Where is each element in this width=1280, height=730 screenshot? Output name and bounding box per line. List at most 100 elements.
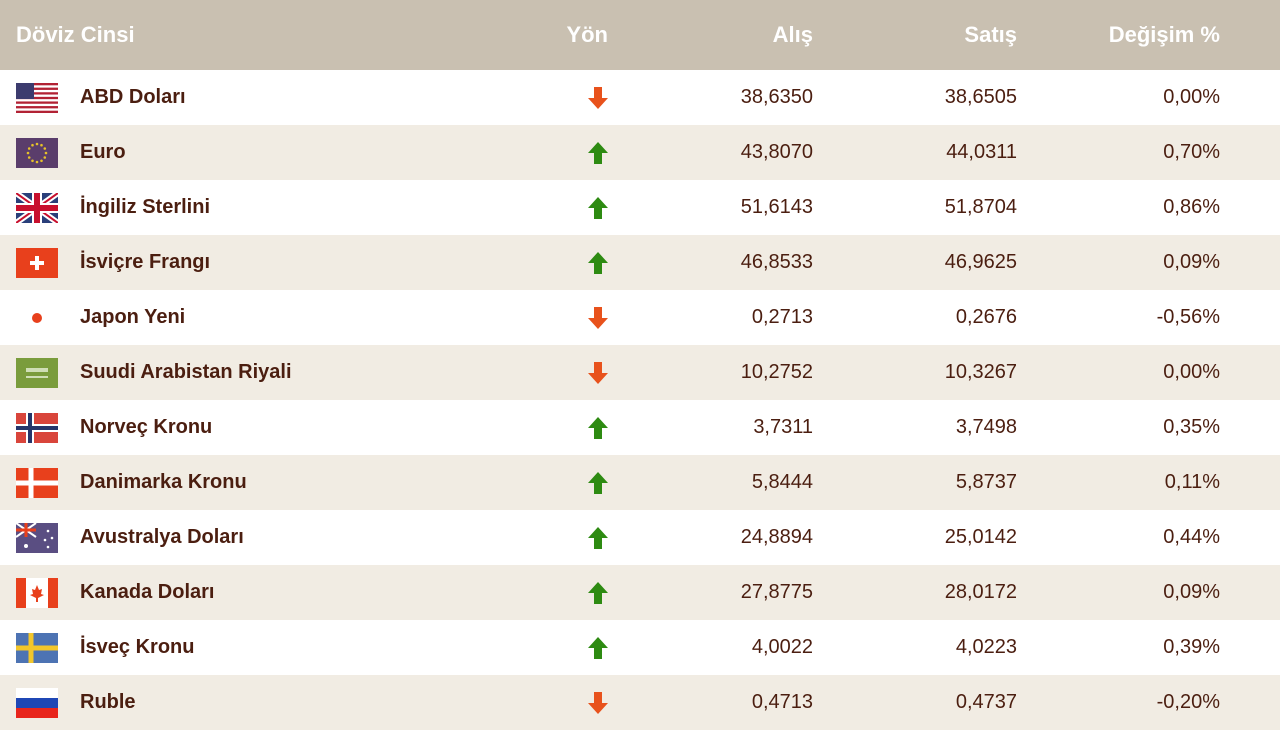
eu-flag-icon <box>16 137 58 168</box>
table-row[interactable]: İsviçre Frangı 46,8533 46,9625 0,09% <box>0 235 1280 290</box>
jp-flag-icon <box>16 302 58 333</box>
ru-flag-icon <box>16 687 58 718</box>
se-flag-icon <box>16 632 58 663</box>
arrow-up-icon <box>588 636 608 659</box>
buy-value: 0,4713 <box>751 691 813 713</box>
table-row[interactable]: ABD Doları 38,6350 38,6505 0,00% <box>0 70 1280 125</box>
ch-flag-icon <box>16 247 58 278</box>
sell-value: 10,3267 <box>944 361 1017 383</box>
sell-value: 46,9625 <box>944 251 1017 273</box>
table-row[interactable]: Euro 43,8070 44,0311 0,70% <box>0 125 1280 180</box>
table-row[interactable]: Norveç Kronu 3,7311 3,7498 0,35% <box>0 400 1280 455</box>
sell-value: 0,4737 <box>955 691 1017 713</box>
currency-cell: Ruble <box>0 687 560 718</box>
change-value: 0,00% <box>1163 86 1220 108</box>
header-direction[interactable]: Yön <box>566 22 608 47</box>
table-body: ABD Doları 38,6350 38,6505 0,00% Euro 43,8070… <box>0 70 1280 730</box>
change-value: 0,39% <box>1163 636 1220 658</box>
header-currency[interactable]: Döviz Cinsi <box>16 22 135 47</box>
currency-name[interactable]: Japon Yeni <box>80 306 186 328</box>
currency-cell: Japon Yeni <box>0 302 560 333</box>
currency-cell: Kanada Doları <box>0 577 560 608</box>
sell-value: 5,8737 <box>955 471 1017 493</box>
table-row[interactable]: Japon Yeni 0,2713 0,2676 -0,56% <box>0 290 1280 345</box>
change-value: 0,00% <box>1163 361 1220 383</box>
header-change[interactable]: Değişim % <box>1108 22 1220 47</box>
table-row[interactable]: Suudi Arabistan Riyali 10,2752 10,3267 0,00… <box>0 345 1280 400</box>
direction-cell <box>560 416 608 439</box>
change-value: -0,20% <box>1156 691 1220 713</box>
table-row[interactable]: Danimarka Kronu 5,8444 5,8737 0,11% <box>0 455 1280 510</box>
currency-cell: ABD Doları <box>0 82 560 113</box>
arrow-down-icon <box>588 691 608 714</box>
currency-cell: Euro <box>0 137 560 168</box>
arrow-down-icon <box>588 306 608 329</box>
buy-value: 24,8894 <box>740 526 813 548</box>
ca-flag-icon <box>16 577 58 608</box>
sa-flag-icon <box>16 357 58 388</box>
currency-cell: İsviçre Frangı <box>0 247 560 278</box>
currency-name[interactable]: Norveç Kronu <box>80 416 213 438</box>
buy-value: 3,7311 <box>753 416 813 438</box>
arrow-up-icon <box>588 526 608 549</box>
change-value: 0,44% <box>1163 526 1220 548</box>
buy-value: 5,8444 <box>751 471 813 493</box>
direction-cell <box>560 691 608 714</box>
no-flag-icon <box>16 412 58 443</box>
direction-cell <box>560 636 608 659</box>
direction-cell <box>560 471 608 494</box>
change-value: 0,11% <box>1164 471 1220 493</box>
currency-name[interactable]: İsviçre Frangı <box>80 251 211 273</box>
table-row[interactable]: İsveç Kronu 4,0022 4,0223 0,39% <box>0 620 1280 675</box>
header-sell[interactable]: Satış <box>964 22 1017 47</box>
direction-cell <box>560 141 608 164</box>
buy-value: 51,6143 <box>740 196 813 218</box>
currency-name[interactable]: Kanada Doları <box>80 581 215 603</box>
buy-value: 43,8070 <box>740 141 813 163</box>
currency-name[interactable]: Ruble <box>80 691 136 713</box>
direction-cell <box>560 251 608 274</box>
arrow-up-icon <box>588 581 608 604</box>
currency-name[interactable]: ABD Doları <box>80 86 186 108</box>
arrow-up-icon <box>588 251 608 274</box>
direction-cell <box>560 361 608 384</box>
header-buy[interactable]: Alış <box>772 22 813 47</box>
currency-name[interactable]: İsveç Kronu <box>80 636 195 658</box>
sell-value: 38,6505 <box>944 86 1017 108</box>
buy-value: 38,6350 <box>740 86 813 108</box>
currency-cell: Danimarka Kronu <box>0 467 560 498</box>
currency-name[interactable]: Suudi Arabistan Riyali <box>80 361 292 383</box>
direction-cell <box>560 86 608 109</box>
buy-value: 0,2713 <box>751 306 813 328</box>
currency-name[interactable]: Avustralya Doları <box>80 526 244 548</box>
arrow-down-icon <box>588 86 608 109</box>
sell-value: 3,7498 <box>955 416 1017 438</box>
dk-flag-icon <box>16 467 58 498</box>
change-value: 0,70% <box>1163 141 1220 163</box>
buy-value: 4,0022 <box>751 636 813 658</box>
currency-name[interactable]: Danimarka Kronu <box>80 471 247 493</box>
sell-value: 25,0142 <box>944 526 1017 548</box>
table-row[interactable]: Avustralya Doları 24,8894 25,0142 0,44% <box>0 510 1280 565</box>
change-value: -0,56% <box>1156 306 1220 328</box>
change-value: 0,09% <box>1163 251 1220 273</box>
table-row[interactable]: Kanada Doları 27,8775 28,0172 0,09% <box>0 565 1280 620</box>
sell-value: 0,2676 <box>955 306 1017 328</box>
arrow-down-icon <box>588 361 608 384</box>
arrow-up-icon <box>588 471 608 494</box>
direction-cell <box>560 196 608 219</box>
currency-cell: İngiliz Sterlini <box>0 192 560 223</box>
currency-cell: Avustralya Doları <box>0 522 560 553</box>
buy-value: 27,8775 <box>740 581 813 603</box>
currency-name[interactable]: Euro <box>80 141 126 163</box>
table-row[interactable]: İngiliz Sterlini 51,6143 51,8704 0,86% <box>0 180 1280 235</box>
arrow-up-icon <box>588 416 608 439</box>
table-header: Döviz Cinsi Yön Alış Satış Değişim % <box>0 0 1280 70</box>
arrow-up-icon <box>588 141 608 164</box>
arrow-up-icon <box>588 196 608 219</box>
currency-name[interactable]: İngiliz Sterlini <box>80 196 211 218</box>
table-row[interactable]: Ruble 0,4713 0,4737 -0,20% <box>0 675 1280 730</box>
currency-cell: Norveç Kronu <box>0 412 560 443</box>
sell-value: 4,0223 <box>955 636 1017 658</box>
direction-cell <box>560 306 608 329</box>
